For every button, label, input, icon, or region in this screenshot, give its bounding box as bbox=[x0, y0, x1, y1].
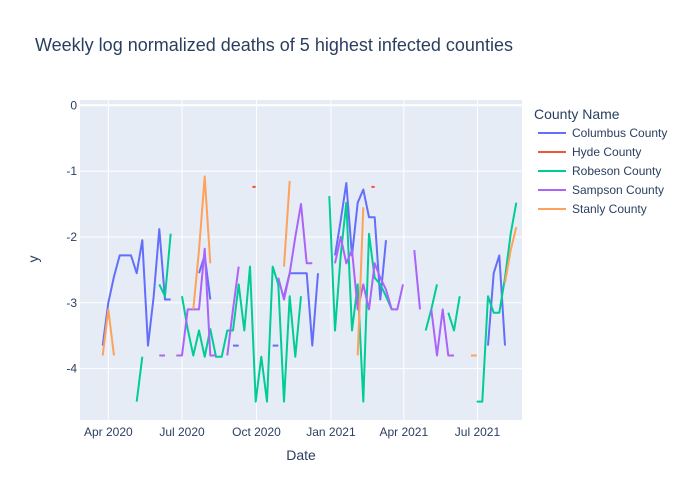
series-sampson-county bbox=[159, 203, 454, 357]
y-tick-label: 0 bbox=[70, 98, 77, 112]
x-axis-ticks: Apr 2020 Jul 2020 Oct 2020 Jan 2021 Apr 2021… bbox=[84, 425, 501, 439]
x-tick-label: Jul 2020 bbox=[159, 425, 205, 439]
plot-area bbox=[101, 175, 518, 403]
series-line-segment bbox=[277, 203, 313, 301]
series-line-segment bbox=[413, 250, 421, 310]
legend-item-sampson-county[interactable]: Sampson County bbox=[538, 183, 664, 197]
chart-title: Weekly log normalized deaths of 5 highes… bbox=[35, 35, 513, 55]
y-tick-label: -4 bbox=[66, 362, 77, 376]
series-line-segment bbox=[192, 175, 212, 310]
series-line-segment bbox=[283, 180, 291, 267]
legend-item-stanly-county[interactable]: Stanly County bbox=[538, 202, 647, 216]
x-tick-label: Jul 2021 bbox=[455, 425, 501, 439]
x-axis-title: Date bbox=[286, 447, 316, 463]
y-tick-label: -1 bbox=[66, 164, 77, 178]
series-line-segment bbox=[101, 308, 115, 356]
x-tick-label: Apr 2021 bbox=[379, 425, 428, 439]
legend-label: Hyde County bbox=[572, 145, 641, 159]
legend-label: Robeson County bbox=[572, 164, 661, 178]
series-line-segment bbox=[356, 207, 365, 356]
legend-item-robeson-county[interactable]: Robeson County bbox=[538, 164, 661, 178]
legend-label: Stanly County bbox=[572, 202, 647, 216]
x-tick-label: Oct 2020 bbox=[232, 425, 281, 439]
x-tick-label: Apr 2020 bbox=[84, 425, 133, 439]
series-line-segment bbox=[334, 236, 404, 311]
plot-background bbox=[80, 100, 522, 420]
series-line-segment bbox=[447, 296, 461, 332]
legend-label: Sampson County bbox=[572, 183, 664, 197]
series-line-segment bbox=[181, 265, 302, 403]
series-line-segment bbox=[504, 226, 518, 284]
legend-item-columbus-county[interactable]: Columbus County bbox=[538, 126, 667, 140]
legend: County Name Columbus County Hyde County Ro… bbox=[534, 106, 667, 216]
series-line-segment bbox=[334, 182, 387, 301]
series-line-segment bbox=[226, 266, 240, 356]
legend-title: County Name bbox=[534, 106, 620, 122]
series-line-segment bbox=[158, 233, 172, 298]
series-line-segment bbox=[328, 196, 393, 403]
series-line-segment bbox=[476, 202, 518, 403]
y-tick-label: -2 bbox=[66, 230, 77, 244]
series-stanly-county bbox=[101, 175, 518, 357]
series-line-segment bbox=[430, 308, 454, 357]
grid-lines bbox=[80, 100, 522, 420]
series-line-segment bbox=[101, 228, 171, 347]
y-axis-title: y bbox=[25, 256, 41, 263]
x-tick-label: Jan 2021 bbox=[306, 425, 356, 439]
series-line-segment bbox=[176, 247, 216, 357]
legend-label: Columbus County bbox=[572, 126, 667, 140]
legend-item-hyde-county[interactable]: Hyde County bbox=[538, 145, 641, 159]
y-axis-ticks: 0 -1 -2 -3 -4 bbox=[66, 98, 77, 375]
series-line-segment bbox=[135, 356, 144, 402]
y-tick-label: -3 bbox=[66, 296, 77, 310]
